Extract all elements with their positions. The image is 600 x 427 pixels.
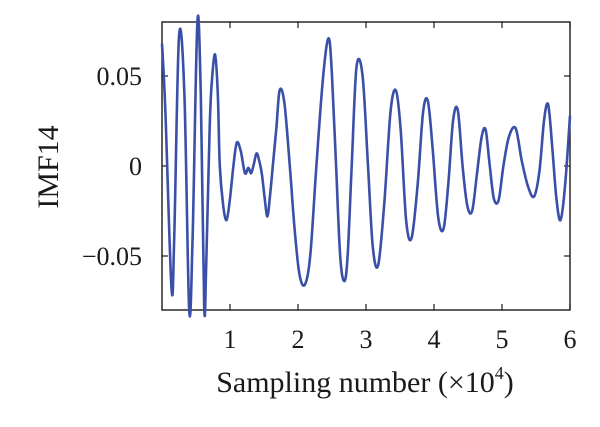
- series-line: [160, 14, 572, 318]
- x-tick-label: 3: [360, 325, 373, 354]
- y-tick-label: 0.05: [97, 62, 143, 91]
- x-axis-ticks: 1 2 3 4 5 6: [224, 22, 577, 354]
- x-tick-label: 5: [496, 325, 509, 354]
- y-axis-ticks: 0.05 0 −0.05: [82, 62, 570, 271]
- x-tick-label: 2: [292, 325, 305, 354]
- x-axis-label-close: ): [504, 366, 514, 399]
- x-tick-label: 6: [564, 325, 577, 354]
- y-axis-label: IMF14: [32, 125, 65, 208]
- y-tick-label: 0: [129, 152, 142, 181]
- x-axis-label-text: Sampling number (×10: [216, 366, 495, 399]
- x-tick-label: 4: [428, 325, 441, 354]
- x-axis-label-exponent: 4: [495, 363, 504, 383]
- x-tick-label: 1: [224, 325, 237, 354]
- plot-frame: [161, 21, 571, 311]
- plot-box: [161, 21, 571, 311]
- x-axis-label: Sampling number (×104): [216, 363, 514, 399]
- y-tick-label: −0.05: [82, 242, 142, 271]
- series-layer: [160, 14, 572, 318]
